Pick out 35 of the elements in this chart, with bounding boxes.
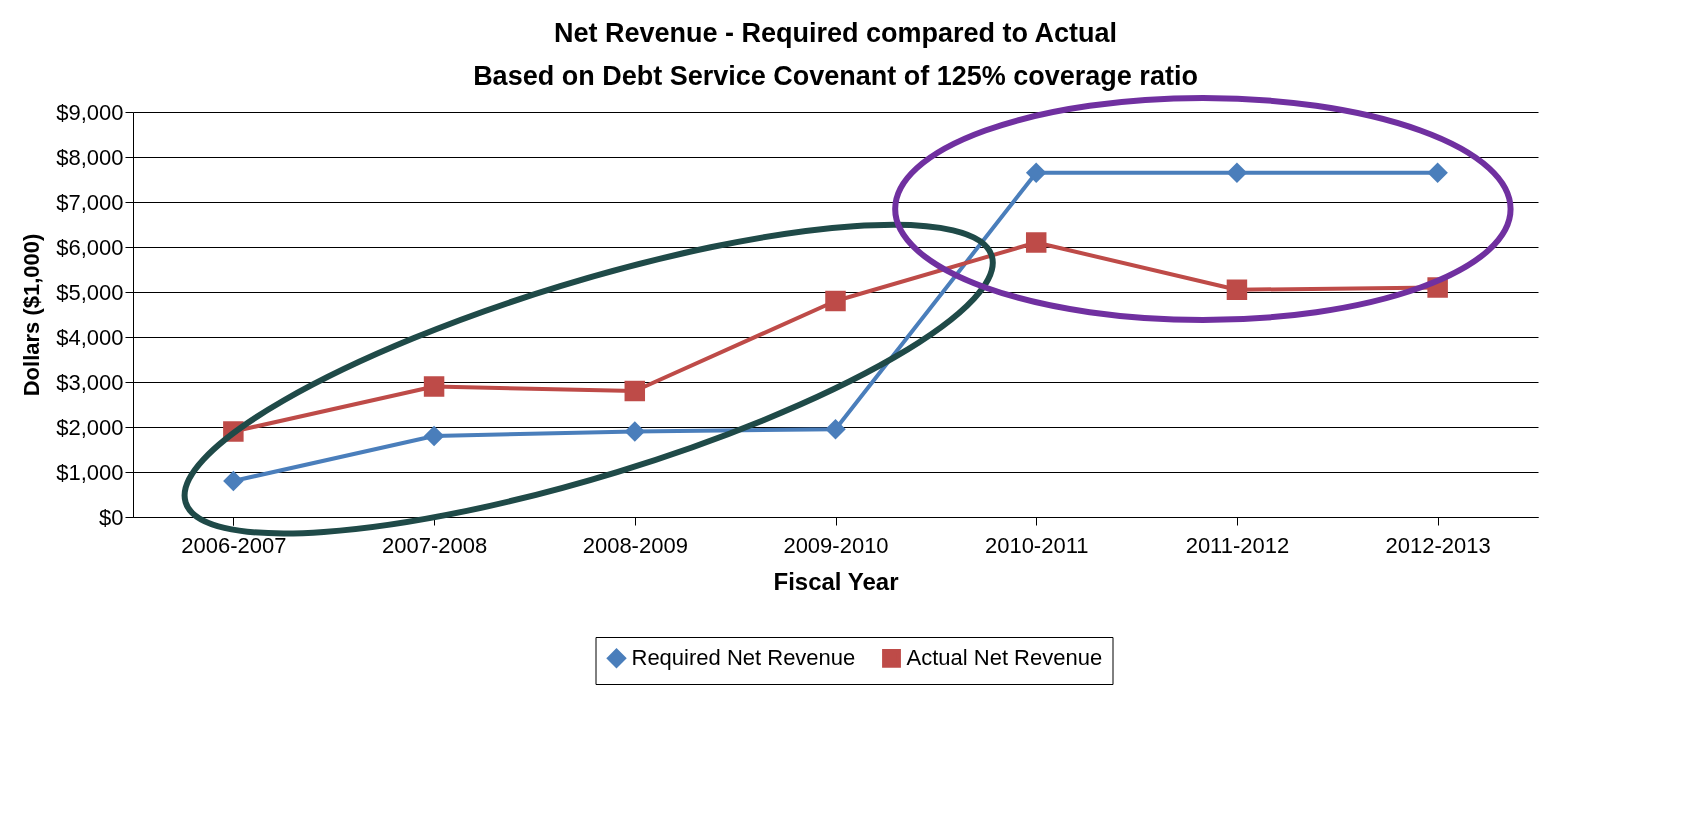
y-tick-label: $1,000 xyxy=(56,459,124,485)
x-axis-title: Fiscal Year xyxy=(773,567,899,595)
x-tick-label: 2006-2007 xyxy=(181,532,287,558)
chart-title: Net Revenue - Required compared to Actual xyxy=(553,18,1118,48)
point xyxy=(1226,279,1248,300)
x-tick-label: 2008-2009 xyxy=(582,532,688,558)
point xyxy=(223,470,244,492)
y-tick-label: $6,000 xyxy=(56,234,124,260)
legend-label: Actual Net Revenue xyxy=(906,645,1103,671)
x-tick-label: 2012-2013 xyxy=(1385,532,1491,558)
point xyxy=(825,419,846,440)
y-tick-label: $3,000 xyxy=(56,369,124,395)
y-tick-label: $0 xyxy=(99,504,124,530)
point xyxy=(1226,162,1248,183)
y-tick-label: $4,000 xyxy=(56,324,124,350)
x-tick-label: 2007-2008 xyxy=(381,532,488,558)
x-tick-label: 2009-2010 xyxy=(783,532,889,558)
point xyxy=(1025,162,1047,183)
chart-subtitle: Based on Debt Service Covenant of 125% coverage ratio xyxy=(473,61,1198,91)
point xyxy=(423,425,445,447)
y-tick-label: $5,000 xyxy=(56,279,124,305)
y-axis-title: Dollars ($1,000) xyxy=(19,233,45,397)
point xyxy=(423,376,445,397)
point xyxy=(624,380,646,402)
legend-label: Required Net Revenue xyxy=(631,645,856,671)
point xyxy=(1427,162,1448,183)
point xyxy=(825,290,846,312)
y-tick-label: $2,000 xyxy=(56,414,124,440)
point xyxy=(624,421,646,442)
x-tick-label: 2011-2012 xyxy=(1185,532,1290,558)
x-tick-label: 2010-2011 xyxy=(984,532,1089,558)
point xyxy=(1025,232,1047,253)
y-tick-label: $9,000 xyxy=(56,99,124,125)
y-tick-label: $7,000 xyxy=(56,189,124,215)
y-tick-label: $8,000 xyxy=(56,144,124,170)
